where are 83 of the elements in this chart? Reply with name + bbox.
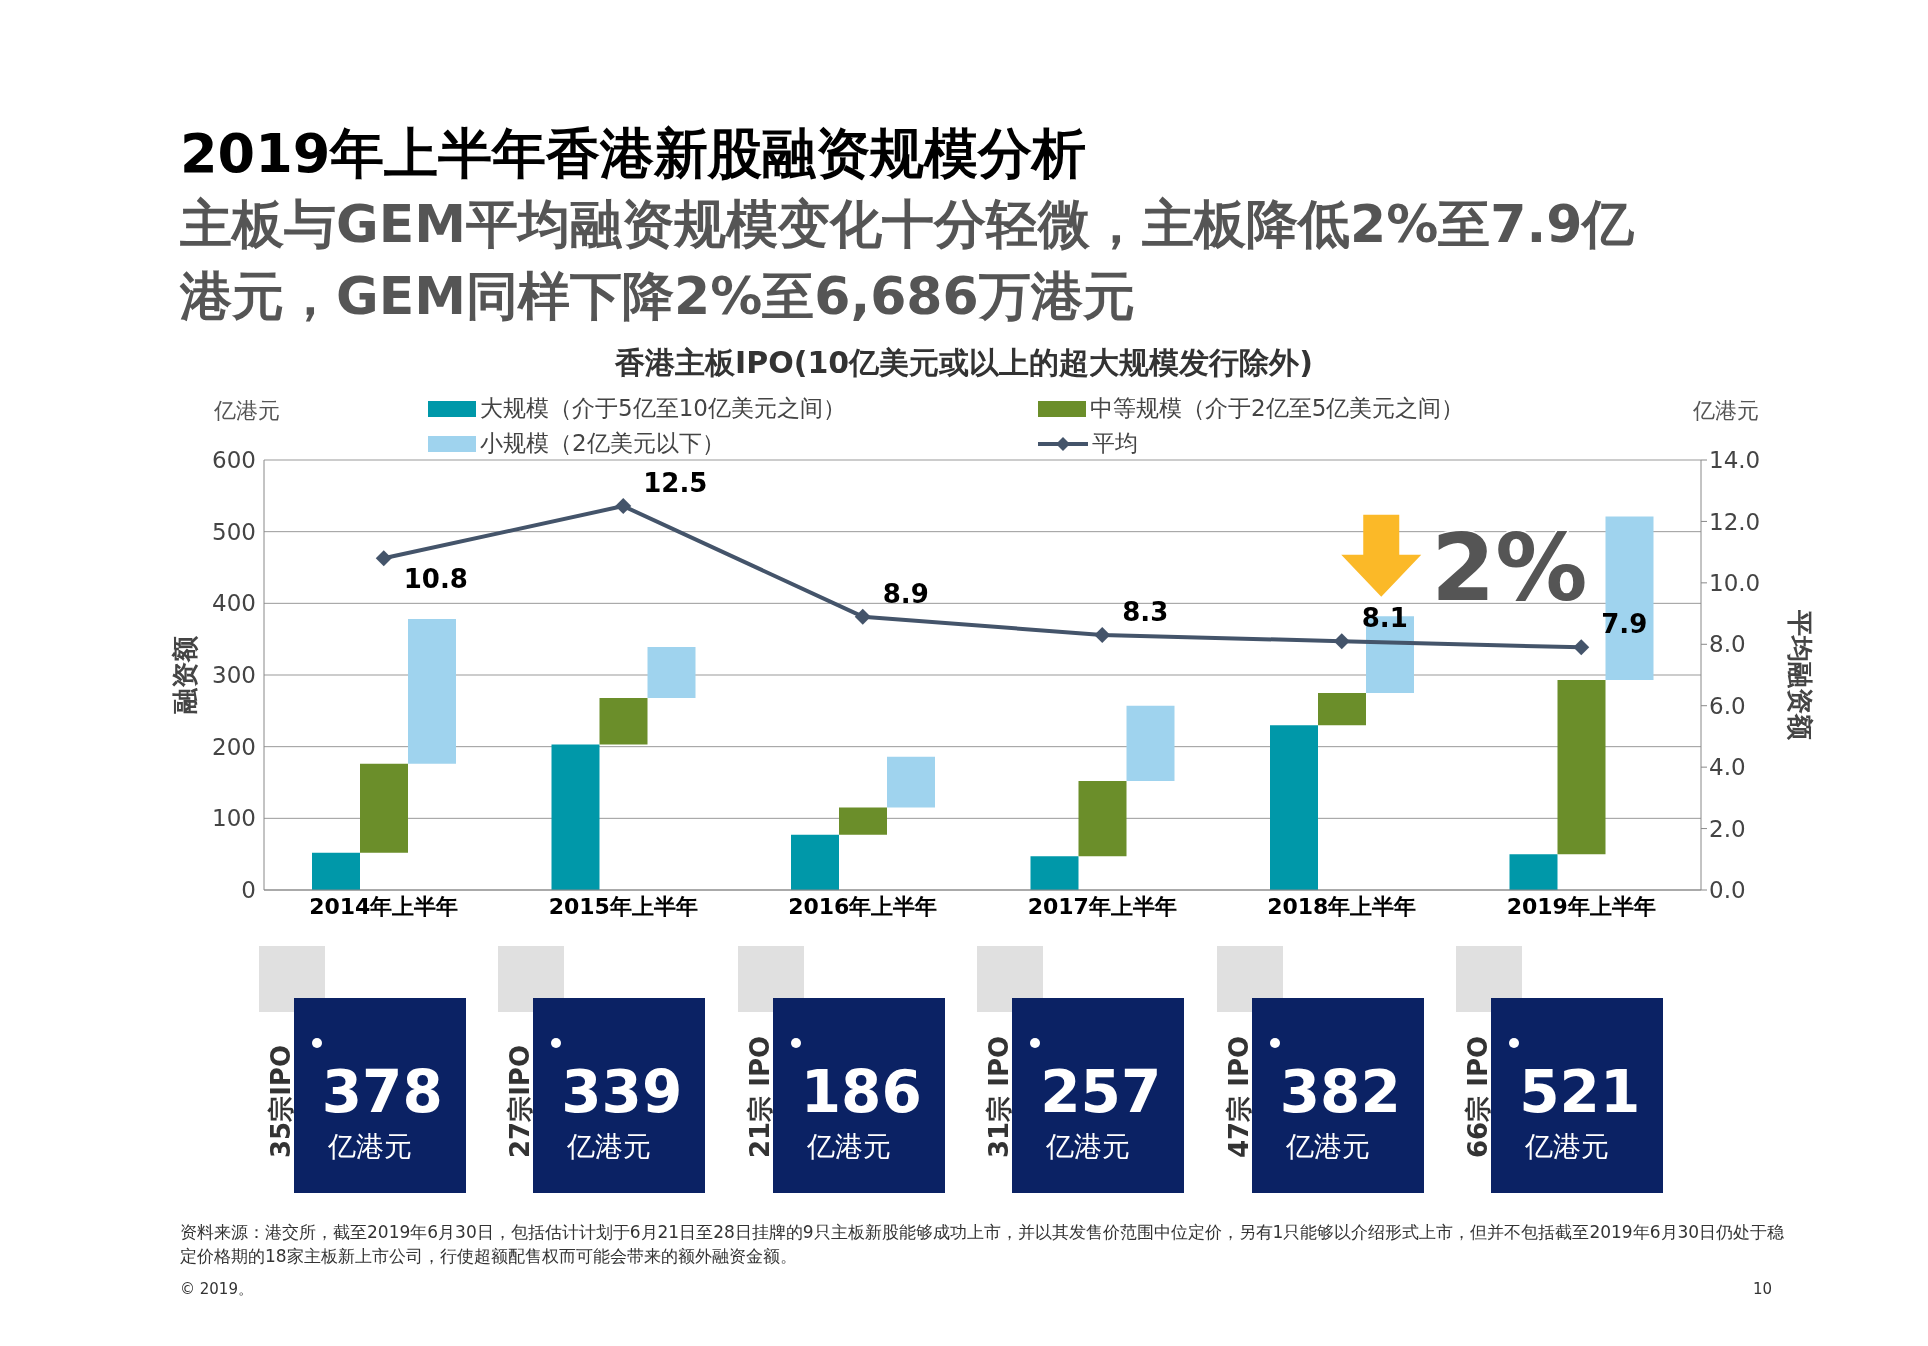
text: 27宗IPO <box>504 1044 537 1158</box>
y2-tick-label: 10.0 <box>1709 570 1761 597</box>
data-label: 10.8 <box>403 564 468 595</box>
y-axis-title: 融资额 <box>170 635 200 714</box>
y-tick-label: 100 <box>212 805 256 832</box>
bar <box>360 763 408 853</box>
bar <box>1605 516 1654 681</box>
y2-tick-label: 8.0 <box>1709 631 1746 658</box>
text: 21宗 IPO <box>743 1035 776 1158</box>
text: 亿港元 <box>1525 1129 1610 1165</box>
x-tick-label: 2014年上半年 <box>309 893 459 919</box>
text: 66宗 IPO <box>1462 1035 1495 1158</box>
text: 香港主板IPO(10亿美元或以上的超大规模发行除外) <box>614 344 1314 382</box>
bar <box>791 834 839 890</box>
total-label: 186 <box>800 1058 922 1126</box>
legend-label: 小规模（2亿美元以下） <box>480 429 725 458</box>
total-label: 339 <box>561 1058 683 1126</box>
chart-title: 2019年上半年香港新股融资规模分析 <box>180 121 1087 187</box>
text: 35宗IPO <box>264 1044 297 1158</box>
point <box>854 608 871 625</box>
point <box>375 550 392 567</box>
y-tick-label: 200 <box>212 733 256 760</box>
data-label: 12.5 <box>643 468 708 499</box>
point <box>615 498 632 515</box>
data-label: 7.9 <box>1601 609 1648 640</box>
text: 亿港元 <box>214 397 280 425</box>
y-tick-label: 500 <box>212 518 256 545</box>
y2-tick-label: 0.0 <box>1709 877 1746 904</box>
legend-label: 中等规模（介于2亿至5亿美元之间） <box>1090 394 1465 423</box>
text: 47宗 IPO <box>1222 1035 1255 1158</box>
y-tick-label: 400 <box>212 590 256 617</box>
y2-tick-label: 14.0 <box>1709 447 1761 474</box>
total-label: 378 <box>321 1058 443 1126</box>
annotation: 2% <box>1431 514 1588 622</box>
point <box>1333 633 1350 650</box>
text: 亿港元 <box>1285 1129 1370 1165</box>
point <box>1573 639 1590 656</box>
bar <box>887 756 935 808</box>
y-tick-label: 600 <box>212 447 256 474</box>
text: 31宗 IPO <box>983 1035 1016 1158</box>
text: 10 <box>1753 1280 1773 1298</box>
y2-axis-title: 平均融资额 <box>1785 609 1815 741</box>
y2-tick-label: 2.0 <box>1709 815 1746 842</box>
text: 亿港元 <box>567 1129 652 1165</box>
point <box>1094 627 1111 644</box>
total-label: 257 <box>1040 1058 1162 1126</box>
y-tick-label: 300 <box>212 662 256 689</box>
y2-tick-label: 4.0 <box>1709 754 1746 781</box>
bar <box>647 647 696 698</box>
text: © 2019。 <box>180 1280 253 1299</box>
bar <box>408 619 456 764</box>
x-tick-label: 2017年上半年 <box>1027 893 1177 919</box>
text: 亿港元 <box>806 1129 891 1165</box>
bar <box>599 697 648 745</box>
bar <box>1509 854 1558 890</box>
bar <box>1126 705 1175 782</box>
x-tick-label: 2015年上半年 <box>548 893 698 919</box>
y2-tick-label: 6.0 <box>1709 692 1746 719</box>
data-label: 8.3 <box>1122 597 1169 628</box>
bar <box>1078 781 1127 857</box>
legend-label: 大规模（介于5亿至10亿美元之间） <box>480 394 846 423</box>
bar <box>1557 680 1606 855</box>
text: 亿港元 <box>1046 1129 1131 1165</box>
total-label: 382 <box>1279 1058 1401 1126</box>
text: 亿港元 <box>1693 397 1759 425</box>
data-label: 8.1 <box>1361 603 1408 634</box>
y2-tick-label: 12.0 <box>1709 508 1761 535</box>
x-tick-label: 2016年上半年 <box>788 893 938 919</box>
x-tick-label: 2018年上半年 <box>1267 893 1417 919</box>
bar <box>312 852 360 890</box>
legend-label: 平均 <box>1092 429 1138 458</box>
y-tick-label: 0 <box>241 877 256 904</box>
bar <box>1318 692 1366 726</box>
text: 资料来源：港交所，截至2019年6月30日，包括估计计划于6月21日至28日挂牌的9只主板新股能够成功上市，并以其发售价范围中位定价，另有1只能够以介绍形式上市，但并不包括截至2019年6月30日仍处于稳定价格期的18家主板新上市公司，行使超额配售权而可能会带来的额外融资金额。 <box>180 1221 1786 1268</box>
bar <box>1270 725 1318 890</box>
x-tick-label: 2019年上半年 <box>1506 893 1656 919</box>
chart-subtitle: 主板与GEM平均融资规模变化十分轻微，主板降低2%至7.9亿港元，GEM同样下降2%至6,686万港元 <box>180 193 1636 328</box>
bar <box>1030 856 1079 890</box>
text: 亿港元 <box>327 1129 412 1165</box>
total-label: 521 <box>1519 1058 1641 1126</box>
data-label: 8.9 <box>882 578 929 609</box>
bar <box>551 744 600 890</box>
bar <box>839 807 887 835</box>
